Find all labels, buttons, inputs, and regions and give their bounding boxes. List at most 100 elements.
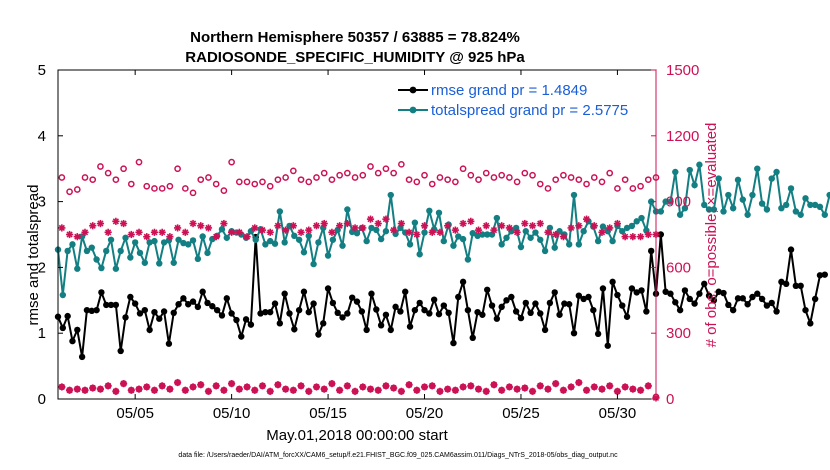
possible-point xyxy=(220,187,228,194)
evaluated-low-point xyxy=(598,385,606,393)
series-evaluated xyxy=(58,215,660,241)
totalspread-point xyxy=(382,228,390,235)
evaluated-point xyxy=(212,233,220,241)
rmse-point xyxy=(512,308,520,315)
totalspread-point xyxy=(387,191,394,199)
evaluated-point xyxy=(590,222,598,230)
rmse-point xyxy=(382,311,390,318)
possible-point xyxy=(135,158,143,166)
totalspread-point xyxy=(754,165,761,172)
totalspread-point xyxy=(792,208,800,215)
totalspread-point xyxy=(541,247,549,255)
rmse-point xyxy=(112,301,120,309)
rmse-point xyxy=(590,306,597,314)
y2-tick-label: 900 xyxy=(666,194,691,211)
totalspread-point xyxy=(739,196,747,203)
possible-point xyxy=(66,188,73,196)
rmse-point xyxy=(141,306,149,314)
totalspread-point xyxy=(175,236,182,243)
totalspread-point xyxy=(459,235,467,243)
rmse-point xyxy=(247,321,255,328)
evaluated-low-point xyxy=(413,386,421,394)
rmse-point xyxy=(657,231,665,238)
totalspread-point xyxy=(811,201,819,209)
chart-title: Northern Hemisphere 50357 / 63885 = 78.8… xyxy=(190,29,520,46)
totalspread-point xyxy=(122,234,129,241)
totalspread-point xyxy=(262,241,269,248)
evaluated-point xyxy=(297,228,305,236)
rmse-point xyxy=(807,320,814,327)
totalspread-point xyxy=(83,247,91,255)
totalspread-point xyxy=(575,241,583,248)
possible-point xyxy=(336,171,343,179)
evaluated-low-point xyxy=(351,387,359,395)
totalspread-point xyxy=(686,166,693,174)
evaluated-point xyxy=(513,228,521,236)
possible-point xyxy=(490,174,498,181)
evaluated-point xyxy=(474,226,483,234)
totalspread-point xyxy=(252,236,259,243)
possible-point xyxy=(282,174,289,181)
evaluated-low-point xyxy=(174,378,182,387)
rmse-point xyxy=(122,314,129,321)
possible-point xyxy=(475,176,482,184)
evaluated-point xyxy=(606,224,614,232)
totalspread-point xyxy=(266,237,274,245)
totalspread-point xyxy=(160,239,168,246)
possible-point xyxy=(498,171,506,179)
rmse-point xyxy=(787,246,795,253)
evaluated-point xyxy=(174,224,182,232)
possible-point xyxy=(143,182,151,190)
rmse-point xyxy=(585,293,592,301)
rmse-point xyxy=(228,310,235,317)
rmse-point xyxy=(488,302,496,309)
evaluated-low-point xyxy=(567,383,575,391)
evaluated-low-point xyxy=(536,382,544,390)
totalspread-point xyxy=(223,234,230,241)
possible-point xyxy=(104,169,112,177)
totalspread-point xyxy=(435,209,443,216)
evaluated-point xyxy=(498,222,506,230)
rmse-point xyxy=(783,280,790,288)
rmse-point xyxy=(373,306,380,313)
rmse-point xyxy=(238,333,245,340)
totalspread-point xyxy=(103,247,110,255)
evaluated-point xyxy=(397,219,405,228)
rmse-point xyxy=(802,306,809,314)
totalspread-point xyxy=(189,237,197,244)
evaluated-point xyxy=(459,219,467,228)
totalspread-point xyxy=(300,249,308,256)
rmse-point xyxy=(199,288,206,295)
totalspread-point xyxy=(339,242,346,249)
rmse-point xyxy=(681,287,689,294)
evaluated-low-point xyxy=(636,386,645,394)
rmse-point xyxy=(493,315,501,322)
rmse-point xyxy=(623,313,631,320)
evaluated-low-point xyxy=(119,380,128,388)
rmse-point xyxy=(353,298,361,305)
evaluated-low-point xyxy=(451,386,459,394)
rmse-point xyxy=(185,301,192,308)
totalspread-point xyxy=(136,249,144,257)
rmse-point xyxy=(189,298,197,305)
totalspread-point xyxy=(676,211,684,218)
evaluated-low-point xyxy=(235,385,243,393)
evaluated-low-point xyxy=(189,383,197,391)
totalspread-point xyxy=(324,252,332,259)
evaluated-low-point xyxy=(606,382,614,390)
possible-point xyxy=(382,165,390,173)
evaluated-point xyxy=(621,233,629,241)
totalspread-point xyxy=(146,239,153,246)
evaluated-low-point xyxy=(312,383,321,391)
totalspread-point xyxy=(720,208,727,215)
totalspread-point xyxy=(628,222,636,230)
possible-point xyxy=(444,176,452,184)
totalspread-point xyxy=(377,235,385,243)
totalspread-point xyxy=(281,239,288,246)
evaluated-point xyxy=(420,222,429,230)
y2-axis-label: # of obs: o=possible; ×=evaluated xyxy=(703,123,720,348)
possible-point xyxy=(513,178,521,186)
totalspread-point xyxy=(112,265,120,272)
possible-point xyxy=(614,185,621,192)
rmse-point xyxy=(537,310,544,317)
